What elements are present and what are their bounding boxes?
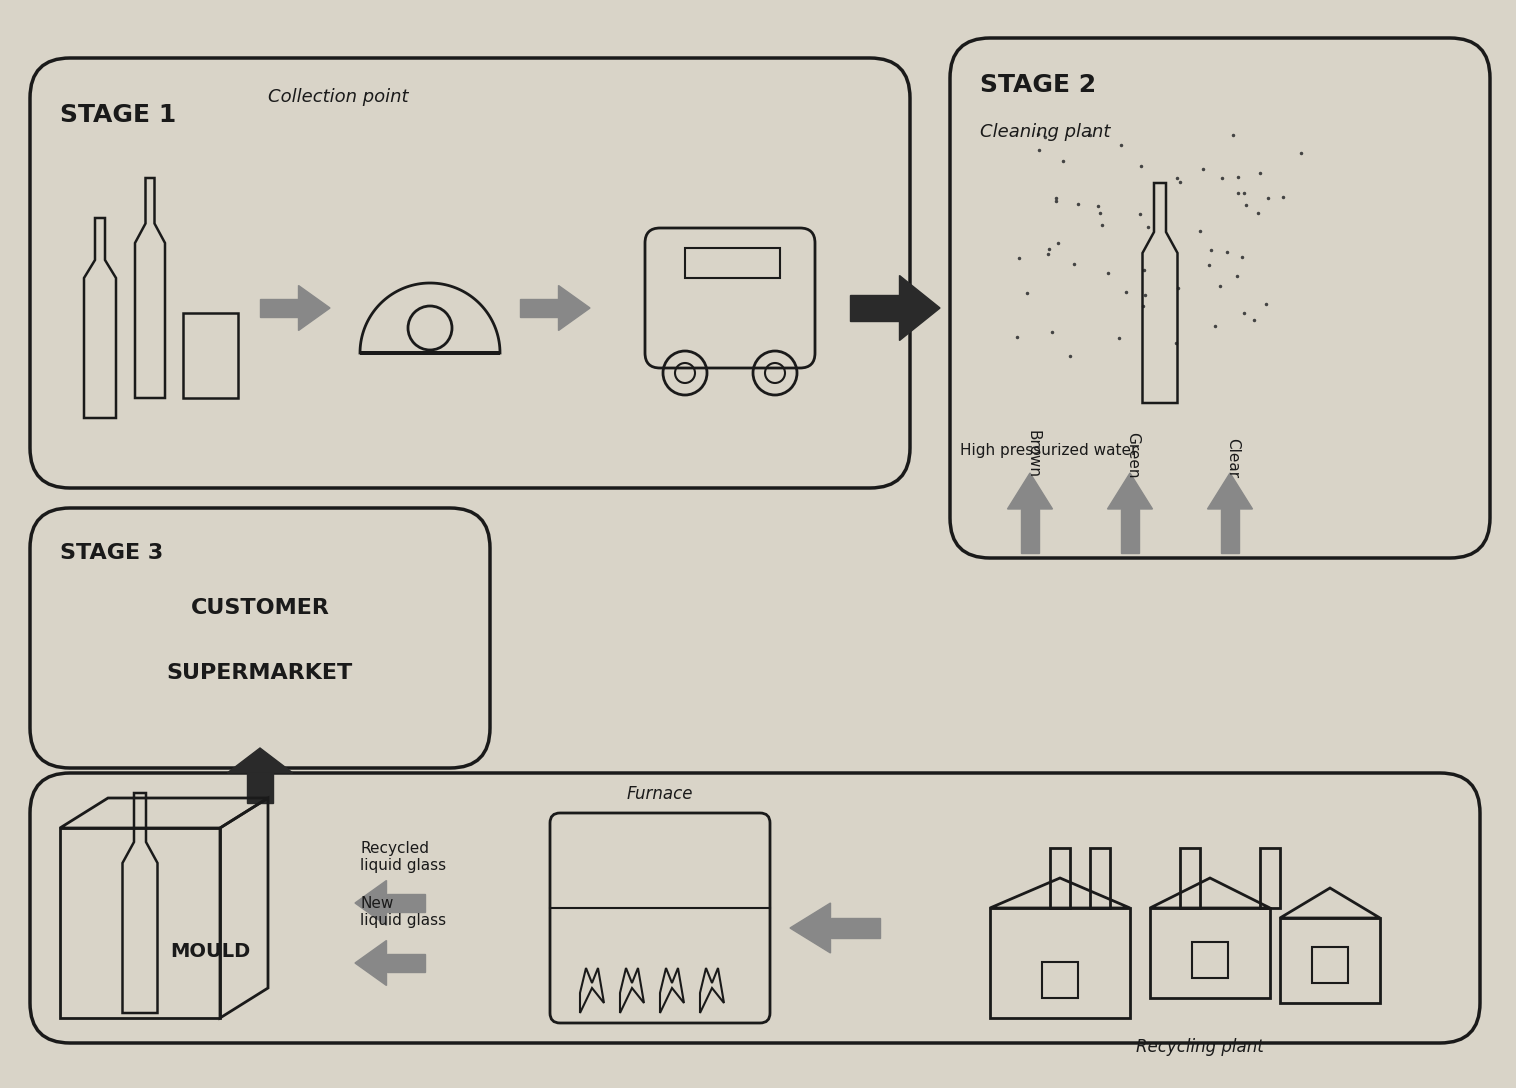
Polygon shape <box>355 940 387 986</box>
Polygon shape <box>247 772 273 803</box>
Bar <box>1311 947 1348 982</box>
Polygon shape <box>520 299 558 317</box>
Polygon shape <box>1020 509 1038 553</box>
Text: Green: Green <box>1125 432 1140 478</box>
Text: STAGE 3: STAGE 3 <box>61 543 164 562</box>
Text: MOULD: MOULD <box>170 942 250 961</box>
Polygon shape <box>790 903 831 953</box>
Polygon shape <box>355 880 387 926</box>
Polygon shape <box>299 285 330 331</box>
Polygon shape <box>387 894 424 912</box>
Polygon shape <box>227 749 293 772</box>
Polygon shape <box>558 285 590 331</box>
Polygon shape <box>1108 473 1152 509</box>
Bar <box>1041 962 1078 998</box>
Text: Recycling plant: Recycling plant <box>1135 1038 1264 1056</box>
Polygon shape <box>1220 509 1239 553</box>
Polygon shape <box>850 295 899 321</box>
Bar <box>1192 942 1228 978</box>
Polygon shape <box>899 275 940 341</box>
Polygon shape <box>1008 473 1052 509</box>
Text: New
liquid glass: New liquid glass <box>359 895 446 928</box>
Polygon shape <box>387 954 424 972</box>
Text: SUPERMARKET: SUPERMARKET <box>167 663 353 683</box>
Polygon shape <box>831 918 879 938</box>
Text: Cleaning plant: Cleaning plant <box>979 123 1110 141</box>
Polygon shape <box>1120 509 1139 553</box>
Text: High pressurized water: High pressurized water <box>960 443 1137 458</box>
Text: Collection point: Collection point <box>268 88 408 106</box>
Polygon shape <box>261 299 299 317</box>
Text: Recycled
liquid glass: Recycled liquid glass <box>359 841 446 873</box>
Text: STAGE 2: STAGE 2 <box>979 73 1096 97</box>
Text: Furnace: Furnace <box>626 786 693 803</box>
Text: Clear: Clear <box>1225 437 1240 478</box>
Text: Brown: Brown <box>1025 430 1040 478</box>
Text: STAGE 1: STAGE 1 <box>61 103 176 127</box>
Polygon shape <box>1208 473 1252 509</box>
Text: CUSTOMER: CUSTOMER <box>191 598 329 618</box>
